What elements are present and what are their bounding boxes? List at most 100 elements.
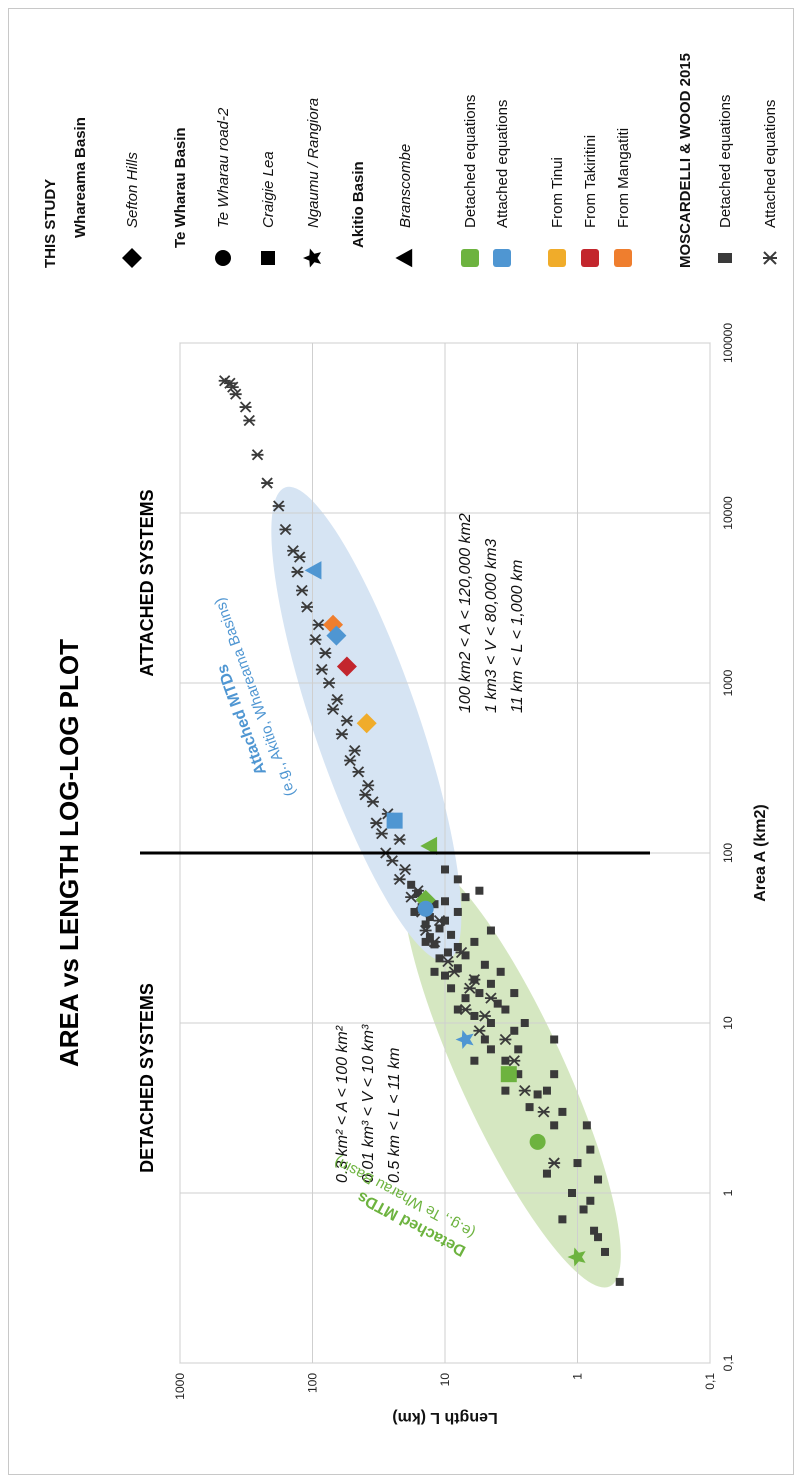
moscardelli-detached-point <box>542 1169 551 1178</box>
moscardelli-detached-point <box>558 1107 567 1116</box>
x-tick-label: 10000 <box>721 496 735 530</box>
y-tick-label: 0,1 <box>703 1373 717 1390</box>
moscardelli-detached-point <box>443 948 452 957</box>
study-point-star <box>455 1029 474 1049</box>
moscardelli-detached-point <box>447 930 456 939</box>
legend-ngaumu: Ngaumu / Rangiora <box>305 98 322 228</box>
detached-range-text: 0.3 km² < A < 100 km² <box>334 1025 351 1183</box>
moscardelli-detached-point <box>615 1277 624 1286</box>
moscardelli-detached-point <box>542 1086 551 1095</box>
moscardelli-attached-point <box>323 677 336 689</box>
moscardelli-attached-point <box>352 766 365 778</box>
legend-diamond-icon <box>122 248 142 268</box>
y-axis-label: Length L (km) <box>392 1409 497 1426</box>
moscardelli-attached-point <box>473 1025 486 1037</box>
moscardelli-attached-point <box>239 401 252 413</box>
moscardelli-detached-point <box>453 942 462 951</box>
study-point-square <box>500 1066 517 1083</box>
legend-moscardelli: MOSCARDELLI & WOOD 2015 <box>677 53 694 268</box>
detached-systems-label: DETACHED SYSTEMS <box>137 983 157 1173</box>
moscardelli-attached-point <box>448 966 461 978</box>
moscardelli-detached-point <box>558 1215 567 1224</box>
moscardelli-attached-point <box>419 924 432 937</box>
moscardelli-attached-point <box>287 545 300 557</box>
moscardelli-attached-point <box>399 863 412 876</box>
study-point-triangle <box>420 836 438 856</box>
moscardelli-attached-point <box>463 982 476 994</box>
moscardelli-attached-point <box>478 1010 491 1022</box>
moscardelli-detached-point <box>435 954 444 963</box>
moscardelli-detached-point <box>510 1026 519 1035</box>
moscardelli-detached-point <box>441 865 449 874</box>
x-tick-label: 1 <box>721 1189 735 1196</box>
moscardelli-detached-point <box>410 907 419 916</box>
moscardelli-detached-point <box>550 1070 559 1079</box>
moscardelli-detached-point <box>525 1103 534 1112</box>
moscardelli-attached-point <box>484 992 497 1004</box>
moscardelli-attached-point <box>296 584 309 597</box>
x-tick-label: 10 <box>721 1016 735 1030</box>
moscardelli-detached-point <box>582 1121 591 1130</box>
moscardelli-attached-point <box>261 477 274 489</box>
moscardelli-detached-point <box>533 1090 542 1099</box>
moscardelli-attached-point <box>291 566 304 578</box>
moscardelli-attached-point <box>301 601 314 613</box>
legend-attached-equations: Attached equations <box>494 100 511 228</box>
legend-yellow-swatch <box>548 249 566 267</box>
moscardelli-detached-point <box>480 960 489 969</box>
detached-range-text: 0.01 km³ < V < 10 km³ <box>360 1024 377 1183</box>
moscardelli-attached-point <box>226 381 239 393</box>
moscardelli-detached-point <box>520 1019 529 1027</box>
moscardelli-attached-point <box>312 619 325 631</box>
moscardelli-attached-point <box>441 955 454 968</box>
x-tick-label: 100 <box>721 843 735 863</box>
moscardelli-attached-point <box>468 973 481 986</box>
legend-triangle-icon <box>395 248 413 268</box>
x-tick-label: 0,1 <box>721 1354 735 1371</box>
attached-systems-label: ATTACHED SYSTEMS <box>137 489 157 676</box>
moscardelli-attached-point <box>243 414 256 427</box>
moscardelli-detached-point <box>421 937 430 946</box>
legend-cross-icon <box>763 251 777 265</box>
moscardelli-attached-point <box>537 1106 550 1118</box>
moscardelli-attached-point <box>315 663 328 676</box>
moscardelli-detached-point <box>441 971 449 980</box>
legend-te-wharau-basin: Te Wharau Basin <box>172 127 189 248</box>
moscardelli-detached-point <box>573 1159 582 1168</box>
moscardelli-detached-point <box>586 1145 595 1154</box>
legend-branscombe: Branscombe <box>397 144 414 228</box>
legend-this-study: THIS STUDY <box>42 179 59 268</box>
moscardelli-detached-point <box>461 994 470 1003</box>
y-tick-label: 10 <box>438 1373 452 1387</box>
legend-akitio-basin: Akitio Basin <box>350 161 367 248</box>
y-tick-label: 1 <box>571 1373 585 1380</box>
moscardelli-attached-point <box>279 523 292 536</box>
legend-green-swatch <box>461 249 479 267</box>
legend-te-wharau-road: Te Wharau road-2 <box>215 107 232 228</box>
study-point-diamond <box>323 614 344 635</box>
moscardelli-attached-point <box>393 873 406 885</box>
moscardelli-detached-point <box>601 1247 610 1256</box>
moscardelli-detached-point <box>470 937 479 946</box>
legend-m-detached: Detached equations <box>717 95 734 228</box>
moscardelli-detached-point <box>579 1205 588 1214</box>
legend-whareama-basin: Whareama Basin <box>72 117 89 238</box>
study-point-star <box>567 1247 586 1267</box>
moscardelli-detached-point <box>501 1086 510 1095</box>
moscardelli-detached-point <box>590 1226 599 1235</box>
moscardelli-attached-point <box>428 936 441 948</box>
moscardelli-attached-point <box>229 388 242 400</box>
legend-square-icon <box>261 251 275 265</box>
moscardelli-detached-point <box>470 1056 479 1065</box>
moscardelli-detached-point <box>594 1233 603 1242</box>
moscardelli-attached-point <box>359 789 372 801</box>
legend-sefton-hills: Sefton Hills <box>124 152 141 228</box>
moscardelli-detached-point <box>453 875 462 884</box>
moscardelli-detached-point <box>447 984 456 993</box>
moscardelli-attached-point <box>499 1033 512 1046</box>
legend-dark-square-icon <box>718 253 732 263</box>
moscardelli-attached-point <box>370 817 383 829</box>
study-point-diamond <box>326 625 347 646</box>
moscardelli-detached-point <box>430 967 439 976</box>
